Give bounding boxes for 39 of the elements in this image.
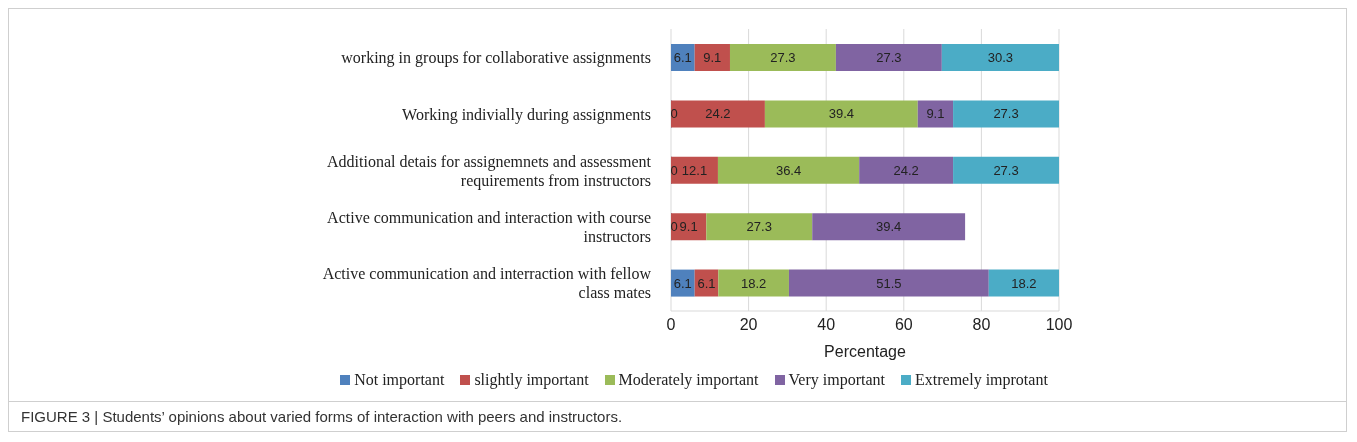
data-label: 27.3	[770, 50, 796, 65]
x-tick-label: 20	[739, 316, 758, 334]
legend-label: Not important	[354, 371, 445, 389]
data-label: 39.4	[828, 106, 854, 122]
data-label: 6.1	[673, 275, 692, 291]
y-tick-label: working in groups for collaborative assignments	[341, 48, 651, 67]
data-label: 6.1	[673, 50, 692, 65]
data-label: 18.2	[740, 275, 767, 291]
x-tick-label: 80	[972, 316, 991, 334]
data-label: 6.1	[697, 275, 716, 291]
legend-label: Very important	[788, 371, 885, 389]
data-label: 24.2	[705, 106, 731, 122]
x-tick-label: 60	[894, 316, 913, 334]
legend-label: slightly important	[474, 371, 589, 389]
data-label: 24.2	[893, 162, 919, 178]
y-tick-label: Active communication and interraction with fellow class mates	[322, 264, 652, 301]
data-label: 27.3	[746, 219, 772, 235]
legend-label: Extremely improtant	[914, 371, 1048, 389]
x-tick-label: 0	[666, 316, 676, 334]
legend-label: Moderately important	[618, 371, 759, 389]
x-axis-title: Percentage	[824, 343, 907, 360]
y-tick-label: Working indivially during assignments	[402, 105, 651, 124]
data-label: 9.1	[679, 219, 698, 235]
y-tick-label: Additional detais for assignemnets and assessment requirements from instructors	[327, 152, 652, 189]
data-label: 27.3	[993, 106, 1019, 122]
data-label: 36.4	[775, 162, 802, 178]
caption: FIGURE 3 | Students’ opinions about varied forms of interaction with peers and instructors.	[21, 408, 624, 425]
y-tick-label: Active communication and interaction with course instructors	[327, 208, 651, 245]
data-label: 9.1	[703, 50, 722, 65]
data-label: 18.2	[1011, 275, 1037, 291]
data-label: 39.4	[876, 219, 902, 235]
data-label: 9.1	[926, 106, 945, 122]
data-label: 30.3	[987, 50, 1014, 65]
data-label: 12.1	[681, 162, 708, 178]
x-tick-label: 40	[817, 316, 836, 334]
data-label: 51.5	[876, 275, 902, 291]
data-label: 27.3	[876, 50, 902, 65]
data-label: 27.3	[993, 162, 1019, 178]
x-tick-label: 100	[1045, 316, 1073, 334]
